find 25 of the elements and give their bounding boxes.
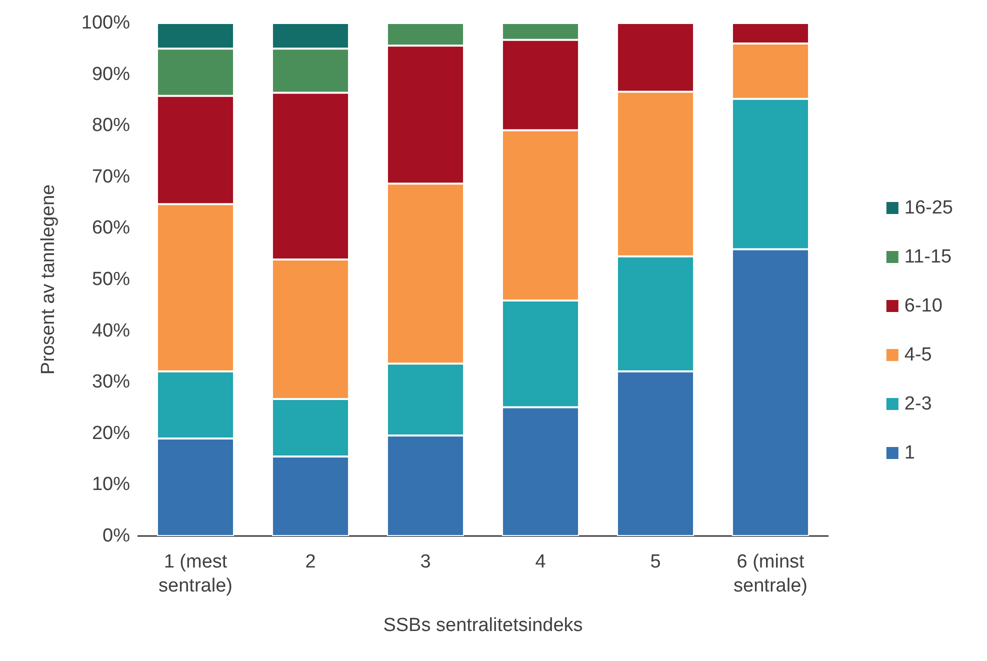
x-tick-label: 6 (minst sentrale) (734, 552, 808, 596)
y-tick-label: 40% (92, 320, 130, 342)
y-tick-label: 0% (102, 526, 130, 546)
y-tick-label: 10% (92, 474, 130, 496)
legend-label: 16-25 (904, 198, 954, 218)
x-tick-label: 1 (mest sentrale) (158, 552, 232, 596)
legend-label: 2-3 (904, 394, 932, 414)
y-tick-label: 100% (81, 12, 130, 34)
y-axis-title: Prosent av tannlegene (38, 184, 59, 375)
x-tick-label: 3 (420, 552, 431, 572)
x-tick-label: 4 (535, 552, 546, 572)
x-tick-label: 5 (650, 552, 661, 572)
legend-label: 4-5 (904, 344, 932, 366)
legend-label: 1 (904, 442, 915, 464)
y-tick-label: 90% (92, 64, 130, 85)
x-axis-title: SSBs sentralitetsindeks (383, 615, 583, 636)
y-tick-label: 50% (92, 269, 130, 290)
x-tick-label: 2 (305, 552, 316, 572)
y-tick-label: 60% (92, 218, 130, 239)
legend-label: 6-10 (904, 296, 942, 316)
y-tick-label: 30% (92, 372, 130, 393)
y-tick-label: 70% (92, 166, 130, 188)
y-tick-label: 20% (92, 422, 130, 444)
y-tick-label: 80% (92, 115, 130, 136)
legend-label: 11-15 (904, 246, 952, 268)
